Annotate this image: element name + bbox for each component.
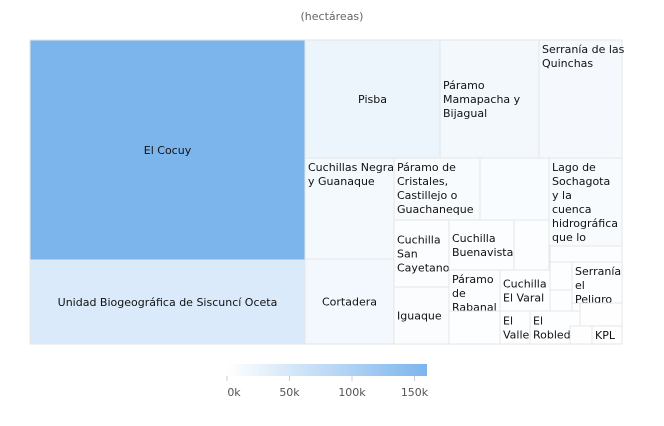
color-axis-tick-label: 100k xyxy=(338,386,366,399)
treemap-label-kpl: KPL xyxy=(595,329,616,342)
color-axis-legend: 0k 50k 100k 150k xyxy=(226,364,429,399)
treemap-label-cuchillas-negra-y-guanaque: Cuchillas Negra y Guanaque xyxy=(308,161,394,188)
treemap-label-cortadera: Cortadera xyxy=(322,296,377,309)
treemap-label-cuchilla-buenavista: Cuchilla Buenavista xyxy=(452,232,513,259)
treemap-cell-cuchilla-buenavista[interactable] xyxy=(448,219,515,271)
treemap-cell-23[interactable] xyxy=(448,310,501,345)
chart-subtitle: (hectáreas) xyxy=(300,10,364,23)
treemap-label-el-robledal: El Robledal xyxy=(533,315,580,342)
treemap-cell-cuchillas-negra-y-guanaque[interactable] xyxy=(304,157,395,260)
treemap-label-el-cocuy: El Cocuy xyxy=(144,144,192,157)
treemap-cell-lago-de-sochagota-y-la-cuenca-hidrografica-que-lo-alimenta[interactable] xyxy=(548,157,623,247)
treemap-cell-19[interactable] xyxy=(513,219,550,271)
color-axis-tick-label: 50k xyxy=(279,386,300,399)
treemap-label-paramo-mamapacha-y-bijagual: Páramo Mamapacha y Bijagual xyxy=(443,79,521,120)
treemap-cell-serrania-el-peligro[interactable] xyxy=(571,261,623,304)
treemap-label-iguaque: Iguaque xyxy=(397,310,442,323)
treemap-cell-cuchilla-el-varal[interactable] xyxy=(499,269,551,312)
treemap-cell-22[interactable] xyxy=(549,289,573,312)
treemap-label-unidad-biogeografica-de-siscunci-oceta: Unidad Biogeográfica de Siscuncí Oceta xyxy=(58,296,278,309)
treemap-cell-paramo-mamapacha-y-bijagual[interactable] xyxy=(439,39,540,159)
treemap-cell-serrania-de-las-quinchas[interactable] xyxy=(538,39,623,159)
treemap-cell-18[interactable] xyxy=(479,157,550,221)
treemap-label-cuchilla-san-cayetano: Cuchilla San Cayetano xyxy=(397,234,450,275)
color-axis-tick-label: 150k xyxy=(401,386,429,399)
treemap-cell-paramo-de-cristales-castillejo-o-guachaneque[interactable] xyxy=(393,157,481,221)
color-axis-tick-label: 0k xyxy=(227,386,241,399)
treemap-cells: El Cocuy Unidad Biogeográfica de Siscuncí… xyxy=(29,39,625,345)
treemap-cell-20[interactable] xyxy=(549,245,623,263)
treemap-label-paramo-de-cristales-castillejo-o-guachaneque: Páramo de Cristales, Castillejo o Guachaneq… xyxy=(397,161,474,216)
treemap-cell-iguaque[interactable] xyxy=(393,286,450,345)
treemap-label-pisba: Pisba xyxy=(358,93,387,106)
treemap-label-el-valle: El Valle xyxy=(503,315,530,342)
treemap-label-serrania-de-las-quinchas: Serranía de las Quinchas xyxy=(542,43,625,70)
treemap-label-cuchilla-el-varal: Cuchilla El Varal xyxy=(503,278,547,305)
treemap-cell-unidad-biogeografica-de-siscunci-oceta[interactable] xyxy=(29,259,306,345)
treemap-cell-cuchilla-san-cayetano[interactable] xyxy=(393,219,450,288)
treemap-cell-cortadera[interactable] xyxy=(304,258,395,345)
treemap-cell-25[interactable] xyxy=(569,325,593,345)
treemap-cell-24[interactable] xyxy=(579,302,623,327)
treemap-cell-21[interactable] xyxy=(549,261,573,291)
color-axis-bar xyxy=(227,364,427,376)
